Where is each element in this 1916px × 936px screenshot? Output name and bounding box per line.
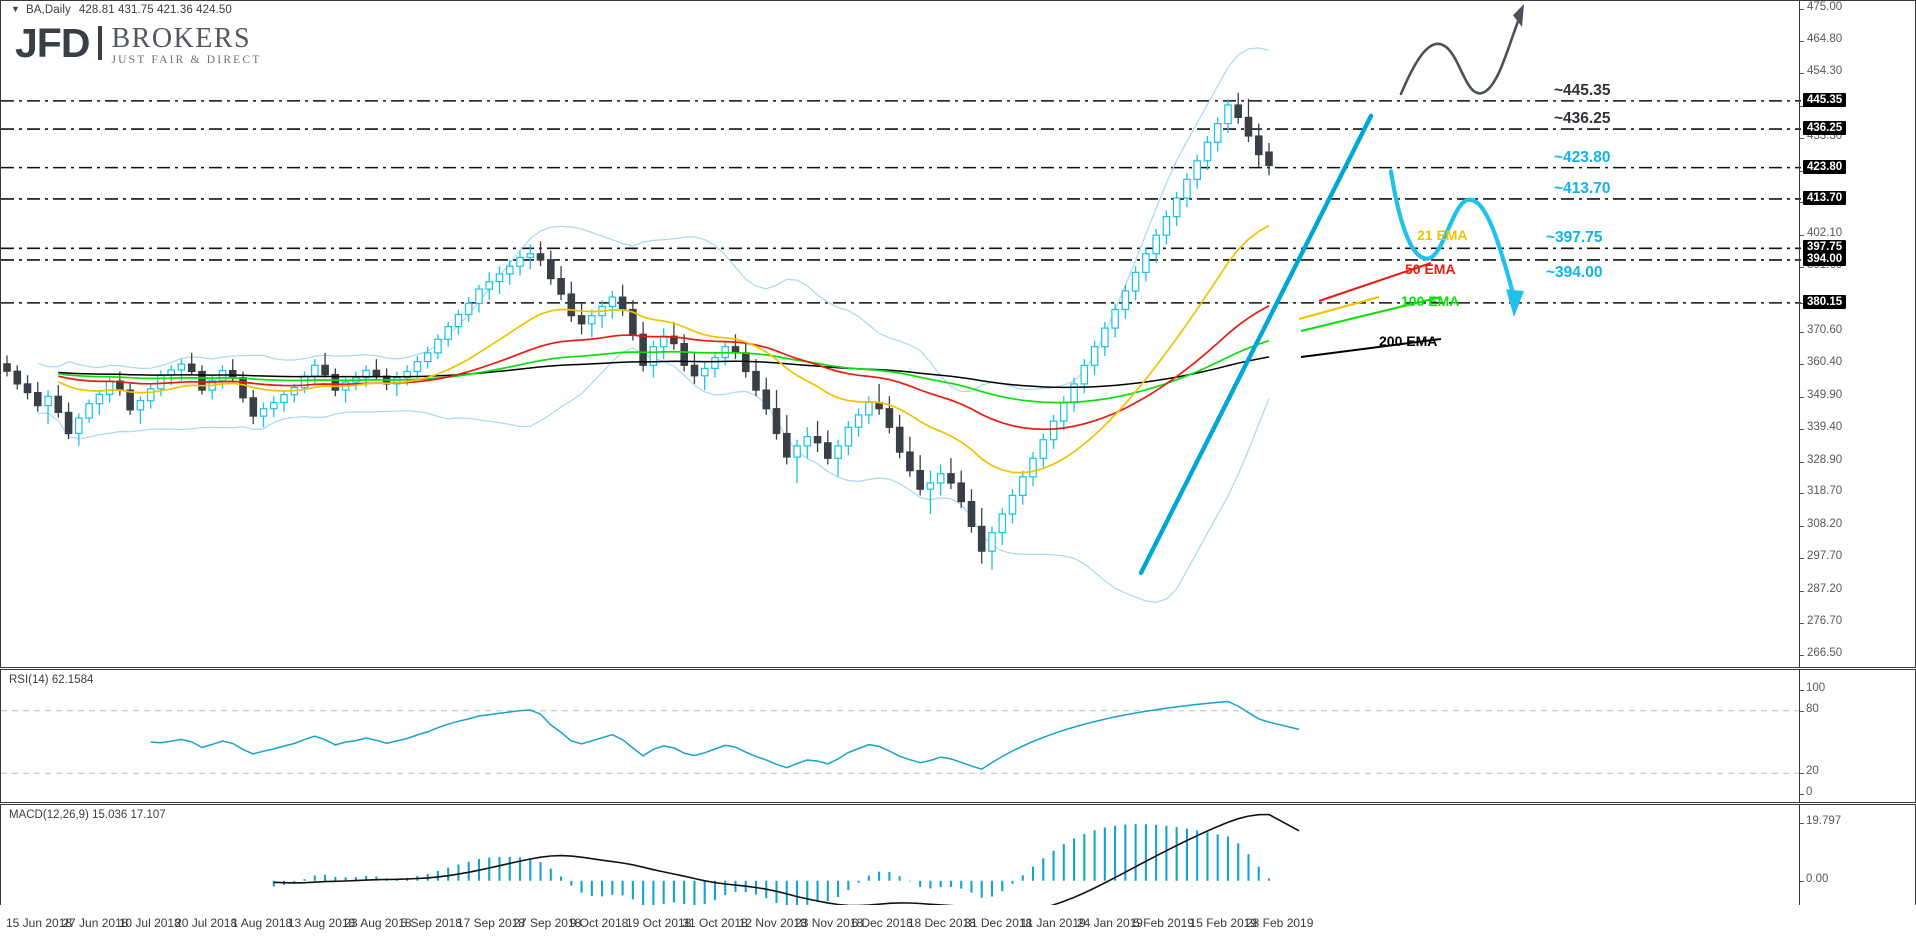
price-plot-area[interactable] — [1, 1, 1915, 667]
date-tick: 15 Jun 2018 — [6, 916, 73, 930]
price-level-pill: 423.80 — [1803, 159, 1847, 174]
legend-100-ema: 100 EMA — [1401, 293, 1460, 309]
logo-divider — [98, 26, 103, 60]
date-tick: 23 Nov 2018 — [795, 916, 864, 930]
date-tick: 11 Jan 2019 — [1020, 916, 1086, 930]
ohlc-values: 428.81 431.75 421.36 424.50 — [78, 4, 232, 16]
symbol-quote-line: ▼ BA,Daily 428.81 431.75 421.36 424.50 — [11, 4, 232, 16]
rsi-title: RSI(14) 62.1584 — [9, 674, 94, 686]
price-level-pill: 413.70 — [1803, 190, 1847, 205]
date-tick: 10 Jul 2018 — [118, 916, 181, 930]
macd-plot-area[interactable] — [1, 805, 1915, 931]
legend-50-ema: 50 EMA — [1405, 261, 1456, 277]
date-tick: 17 Sep 2018 — [456, 916, 525, 930]
logo-mark: JFD — [15, 20, 90, 66]
date-tick: 5 Sep 2018 — [400, 916, 462, 930]
date-tick: 27 Jun 2018 — [62, 916, 129, 930]
date-tick: 20 Jul 2018 — [175, 916, 238, 930]
price-level-pill: 436.25 — [1803, 121, 1847, 136]
rsi-chart-svg — [1, 700, 1801, 774]
date-tick: 31 Dec 2018 — [964, 916, 1033, 930]
level-label-436: ~436.25 — [1554, 110, 1611, 128]
jfd-brokers-logo: JFD BROKERS JUST FAIR & DIRECT — [15, 20, 262, 67]
date-tick: 1 Aug 2018 — [231, 916, 293, 930]
date-tick: 31 Oct 2018 — [682, 916, 748, 930]
macd-chart-svg — [272, 813, 1300, 913]
triangle-down-icon[interactable]: ▼ — [11, 4, 21, 14]
rsi-plot-area[interactable] — [1, 670, 1915, 802]
level-label-394: ~394.00 — [1546, 263, 1603, 281]
logo-name: BROKERS — [111, 23, 252, 54]
macd-title: MACD(12,26,9) 15.036 17.107 — [9, 809, 166, 821]
price-level-pill: 445.35 — [1803, 92, 1847, 107]
logo-tagline: JUST FAIR & DIRECT — [111, 54, 262, 66]
level-label-397: ~397.75 — [1546, 229, 1603, 247]
legend-21-ema: 21 EMA — [1417, 227, 1468, 243]
date-tick: 5 Feb 2019 — [1133, 916, 1194, 930]
price-level-pill: 380.15 — [1803, 294, 1847, 309]
date-tick: 12 Nov 2018 — [738, 916, 807, 930]
date-tick: 24 Jan 2019 — [1076, 916, 1143, 930]
legend-200-ema: 200 EMA — [1379, 333, 1438, 349]
rsi-axis[interactable]: 100 80 20 0 — [1799, 670, 1915, 802]
date-tick: 19 Oct 2018 — [626, 916, 692, 930]
date-axis: 15 Jun 2018 27 Jun 2018 10 Jul 2018 20 Jul … — [0, 905, 1916, 936]
level-label-423: ~423.80 — [1554, 148, 1611, 166]
price-level-pill: 397.75 — [1803, 240, 1847, 255]
price-chart-panel[interactable]: ▼ BA,Daily 428.81 431.75 421.36 424.50 JFD… — [0, 0, 1916, 668]
date-tick: 28 Feb 2019 — [1246, 916, 1314, 930]
date-tick: 6 Dec 2018 — [851, 916, 913, 930]
date-tick: 23 Aug 2018 — [344, 916, 412, 930]
date-tick: 13 Aug 2018 — [287, 916, 356, 930]
price-axis[interactable]: 475.00464.80454.30443.80433.30422.80412.… — [1799, 1, 1915, 667]
date-tick: 9 Oct 2018 — [569, 916, 629, 930]
level-label-445: ~445.35 — [1554, 81, 1611, 99]
price-level-pill: 394.00 — [1803, 251, 1847, 266]
price-chart-svg — [1, 4, 1801, 603]
level-label-413: ~413.70 — [1554, 179, 1611, 197]
symbol-label: BA,Daily — [26, 4, 71, 16]
rsi-panel[interactable]: RSI(14) 62.1584 100 80 20 0 — [0, 669, 1916, 803]
date-tick: 15 Feb 2019 — [1189, 916, 1258, 930]
date-tick: 18 Dec 2018 — [907, 916, 976, 930]
date-tick: 27 Sep 2018 — [513, 916, 582, 930]
